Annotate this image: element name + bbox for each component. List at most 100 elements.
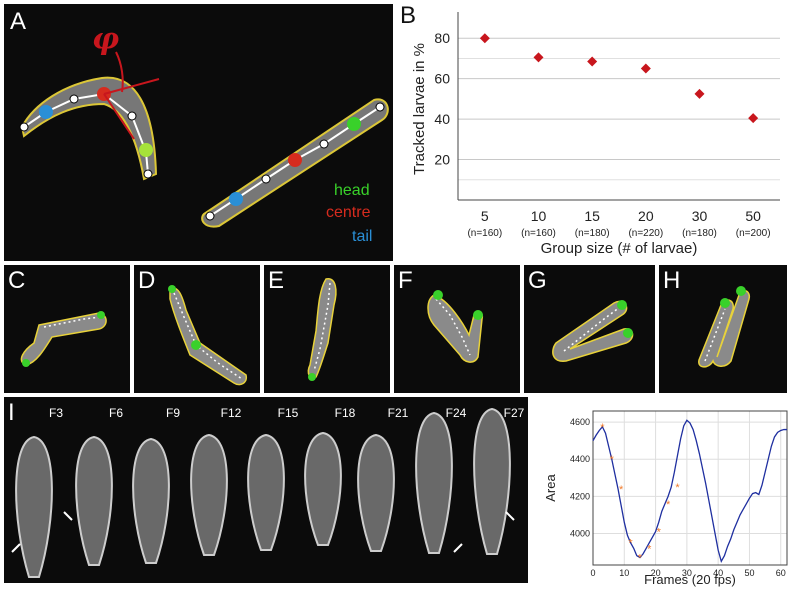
- panel-b-label: B: [400, 2, 417, 29]
- panel-f: F: [394, 265, 520, 393]
- larva-frame: [190, 433, 228, 556]
- arrow-icon: [63, 511, 73, 521]
- larva-frame: [415, 411, 453, 554]
- y-axis-label: Tracked larvae in %: [411, 43, 428, 175]
- straight-larva: [201, 98, 389, 228]
- panel-i-figure: [11, 407, 515, 578]
- x-tick-label: 10: [619, 568, 629, 578]
- x-tick-label: 50: [744, 568, 754, 578]
- plot-frame: [592, 410, 788, 566]
- x-tick-label: 10: [531, 208, 547, 224]
- arrow-icon: [11, 543, 21, 553]
- frame-label: F18: [334, 406, 356, 420]
- legend-centre: centre: [326, 204, 371, 221]
- x-tick-label: 50: [745, 208, 761, 224]
- panel-f-label: F: [398, 267, 413, 294]
- panel-i-label: I: [8, 399, 15, 426]
- y-tick-label: 80: [434, 30, 450, 46]
- frame-label: F15: [277, 406, 299, 420]
- arrow-icon: [505, 511, 515, 521]
- larva-frame: [304, 431, 342, 546]
- x-tick-label: 20: [638, 208, 654, 224]
- data-point: [479, 33, 490, 44]
- legend-head: head: [334, 182, 370, 199]
- x-tick-sublabel: (n=180): [575, 228, 610, 239]
- panel-e-label: E: [268, 267, 285, 294]
- panel-c-figure: [20, 311, 107, 367]
- panel-h-figure: [698, 286, 751, 368]
- y-tick-label: 4400: [570, 454, 590, 464]
- panel-i: I F3 F6 F9 F12 F15 F18 F21 F24 F27: [4, 397, 528, 583]
- panel-h-label: H: [663, 267, 681, 294]
- frame-label: F3: [48, 406, 64, 420]
- x-axis-label: Group size (# of larvae): [541, 240, 698, 257]
- chart-b: 20 40 60 80 5 (n=160) 10 (n=160) 15 (n=180) 20 (n=2…: [411, 12, 780, 257]
- sample-star: *: [628, 538, 633, 550]
- y-tick-label: 60: [434, 71, 450, 87]
- x-tick-sublabel: (n=160): [521, 228, 556, 239]
- panel-a-figure: [19, 51, 389, 228]
- frame-label: F6: [108, 406, 124, 420]
- panel-a-label: A: [10, 8, 27, 35]
- sample-star: *: [638, 553, 643, 565]
- frame-label: F9: [165, 406, 181, 420]
- panel-g: G: [524, 265, 655, 393]
- panel-d-figure: [168, 285, 248, 386]
- data-point: [533, 52, 544, 63]
- x-tick-label: 15: [584, 208, 600, 224]
- bent-larva: [19, 76, 158, 181]
- panel-a: A φ head centre tail: [4, 4, 393, 261]
- sample-star: *: [666, 499, 671, 511]
- sample-star: *: [657, 527, 662, 539]
- y-tick-label: 4200: [570, 491, 590, 501]
- panel-e-figure: [307, 278, 337, 381]
- larva-frame: [247, 433, 285, 551]
- x-tick-label: 20: [651, 568, 661, 578]
- data-point: [640, 63, 651, 74]
- panel-d-label: D: [138, 267, 156, 294]
- data-point: [694, 88, 705, 99]
- sample-star: *: [647, 543, 652, 555]
- frame-label: F27: [503, 406, 525, 420]
- larva-frame: [473, 407, 511, 555]
- sample-star: *: [619, 484, 624, 496]
- panel-g-figure: [552, 300, 634, 362]
- x-axis-label: Frames (20 fps): [644, 572, 736, 587]
- phi-symbol: φ: [92, 22, 120, 57]
- x-tick-sublabel: (n=160): [467, 228, 502, 239]
- y-tick-label: 20: [434, 152, 450, 168]
- panel-f-figure: [427, 290, 484, 363]
- larva-frame: [357, 433, 395, 552]
- x-tick-sublabel: (n=220): [628, 228, 663, 239]
- data-point: [587, 56, 598, 67]
- area-line: [592, 419, 787, 563]
- x-tick-label: 5: [481, 208, 489, 224]
- larva-frame: [75, 435, 113, 566]
- x-tick-sublabel: (n=200): [736, 228, 771, 239]
- arrow-icon: [453, 543, 463, 553]
- x-tick-label: 0: [590, 568, 595, 578]
- angle-annotation: [103, 51, 160, 140]
- panel-c: C: [4, 265, 130, 393]
- x-tick-label: 40: [713, 568, 723, 578]
- panel-d: D: [134, 265, 260, 393]
- y-axis-label: Area: [543, 474, 558, 502]
- frame-label: F21: [387, 406, 409, 420]
- sample-star: *: [675, 482, 680, 494]
- x-tick-label: 30: [692, 208, 708, 224]
- data-point: [748, 113, 759, 124]
- sample-star: *: [610, 454, 615, 466]
- frame-label: F12: [220, 406, 242, 420]
- larva-frame: [15, 435, 53, 578]
- y-tick-label: 4000: [570, 528, 590, 538]
- x-tick-sublabel: (n=180): [682, 228, 717, 239]
- panel-e: E: [264, 265, 390, 393]
- panel-c-label: C: [8, 267, 26, 294]
- frame-label: F24: [445, 406, 467, 420]
- x-tick-label: 30: [682, 568, 692, 578]
- y-tick-label: 40: [434, 111, 450, 127]
- panel-g-label: G: [528, 267, 547, 294]
- panel-h: H: [659, 265, 787, 393]
- legend-tail: tail: [352, 228, 373, 245]
